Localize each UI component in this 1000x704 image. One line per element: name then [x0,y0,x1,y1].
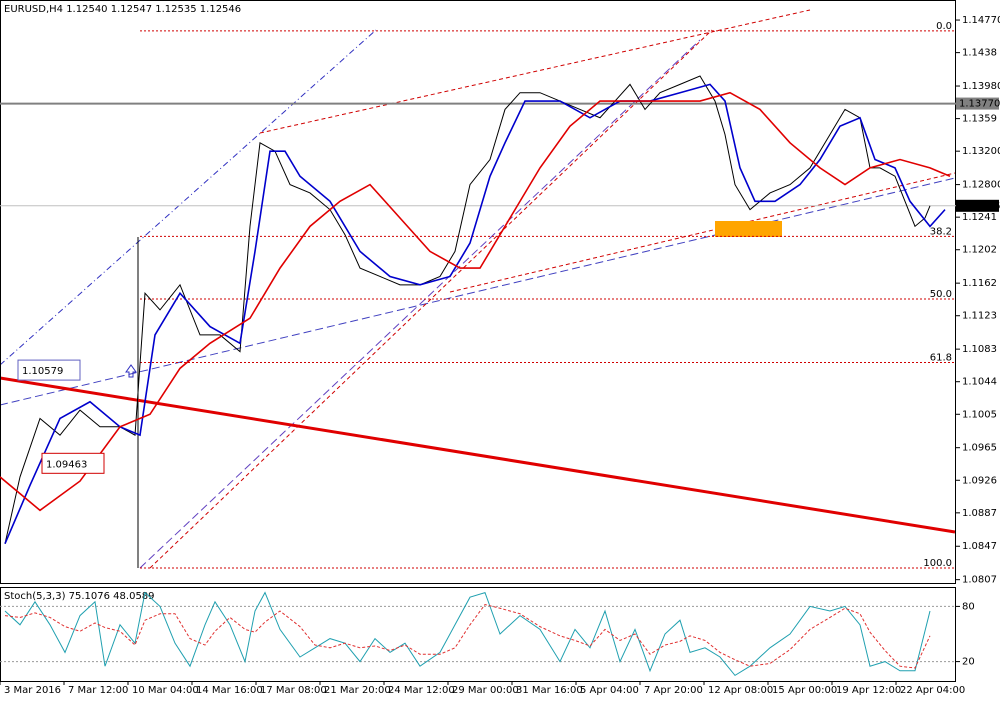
y-tick-label: 1.1162 [962,278,997,289]
series-line [4,603,931,669]
x-tick-label: 12 Apr 08:00 [708,685,773,696]
x-tick-label: 3 Mar 2016 [4,685,61,696]
x-tick-label: 21 Mar 20:00 [324,685,391,696]
price-label-box [956,97,999,110]
price-tag-box [17,359,81,381]
x-tick-label: 31 Mar 16:00 [516,685,583,696]
channel-line [0,177,956,406]
y-tick-label: 1.1202 [962,245,997,256]
highlight-zone [715,221,782,237]
trend-line [0,376,956,534]
x-tick-label: 19 Apr 12:00 [836,685,901,696]
y-tick-label: 1.0847 [962,541,997,552]
price-tag: 1.10579 [22,366,63,377]
x-tick-label: 10 Mar 04:00 [132,685,199,696]
y-tick-label: 1.1438 [962,48,997,59]
x-tick-label: 5 Apr 04:00 [580,685,639,696]
x-tick-label: 15 Apr 00:00 [772,685,837,696]
y-tick-label: 1.1083 [962,344,997,355]
y-tick-label: 1.0965 [962,443,997,454]
y-tick-label: 1.1044 [962,377,997,388]
x-tick-label: 22 Apr 04:00 [900,685,965,696]
fib-label: 38.2 [930,226,952,237]
price-tag-box [41,452,105,474]
y-tick-label: 1.0807 [962,575,997,586]
y-tick-label: 1.12800 [962,180,1000,191]
y-tick-label: 1.1005 [962,409,997,420]
price-label: 1.12546 [959,201,1000,212]
y-tick-label: 1.1241 [962,212,997,223]
y-tick-label: 20 [962,657,975,668]
series-line [4,83,946,545]
fib-label: 0.0 [936,21,952,32]
indicator-title: Stoch(5,3,3) 75.1076 48.0589 [4,591,155,602]
y-tick-label: 1.13200 [962,146,1000,157]
channel-line [259,9,811,134]
arrow-icon [125,364,137,378]
x-tick-label: 24 Mar 12:00 [388,685,455,696]
x-tick-label: 14 Mar 16:00 [196,685,263,696]
chart-title: EURUSD,H4 1.12540 1.12547 1.12535 1.1254… [4,4,241,15]
price-label: 1.13770 [959,99,1000,110]
fib-label: 61.8 [930,352,952,363]
y-tick-label: 1.0887 [962,508,997,519]
price-label-box [956,199,999,212]
drawings [0,9,956,569]
series-line [4,75,931,544]
x-tick-label: 7 Mar 12:00 [68,685,128,696]
x-tick-label: 7 Apr 20:00 [644,685,703,696]
y-tick-label: 1.0926 [962,475,997,486]
series-line [0,91,951,512]
price-tag: 1.09463 [46,459,87,470]
y-tick-label: 80 [962,601,975,612]
x-tick-label: 17 Mar 08:00 [260,685,327,696]
sub-frame [0,587,956,682]
channel-line [139,39,701,569]
series-line [4,591,931,677]
channel-line [149,29,713,569]
y-tick-label: 1.14770 [962,15,1000,26]
y-tick-label: 1.1123 [962,311,997,322]
main-frame [0,0,956,584]
channel-line [449,172,956,293]
x-tick-label: 29 Mar 00:00 [452,685,519,696]
fib-label: 100.0 [923,558,952,569]
fib-label: 50.0 [930,289,952,300]
channel-line [0,29,377,366]
y-tick-label: 1.1359 [962,114,997,125]
y-tick-label: 1.13980 [962,81,1000,92]
